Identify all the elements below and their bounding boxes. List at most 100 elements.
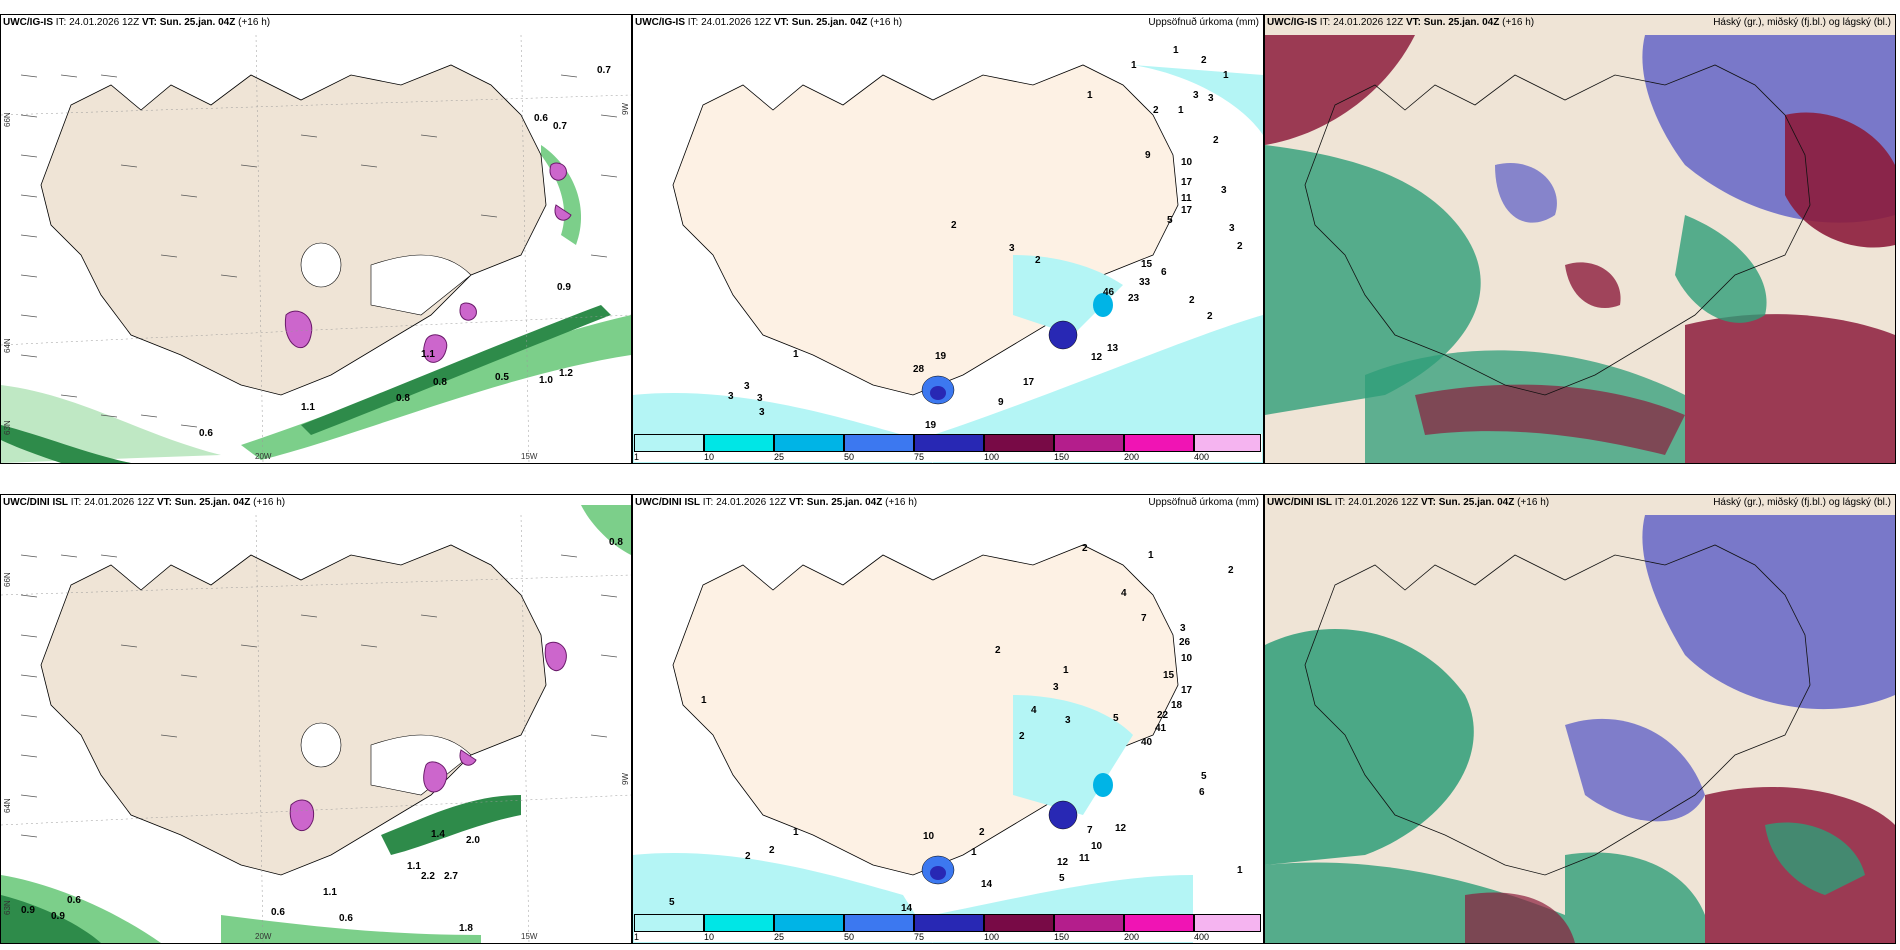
precip-label: 5	[1113, 713, 1119, 724]
precip-label: 1	[701, 695, 707, 706]
precip-label: 3	[1193, 90, 1199, 101]
precip-label: 3	[744, 381, 750, 392]
precip-label: 2	[1153, 105, 1159, 116]
precip-label: 5	[1059, 873, 1065, 884]
precip-label: 2	[1019, 731, 1025, 742]
lead-time: (+16 h)	[253, 497, 286, 508]
precip-label: 12	[1091, 352, 1103, 363]
wind-label: 0.6	[534, 113, 548, 124]
precip-label: 2	[1237, 241, 1243, 252]
colorbar-label: 100	[984, 932, 1000, 942]
precip-label: 13	[1107, 343, 1119, 354]
precip-label: 23	[1128, 293, 1140, 304]
colorbar-swatch	[914, 434, 984, 452]
precip-label: 5	[669, 897, 675, 908]
colorbar-label: 1	[634, 932, 640, 942]
precip-map	[633, 15, 1263, 463]
cloud-title: Háský (gr.), miðský (fj.bl.) og lágský (…	[1713, 497, 1891, 508]
colorbar-swatch	[704, 434, 774, 452]
precip-label: 7	[1087, 825, 1093, 836]
wind-label: 0.9	[51, 911, 65, 922]
precip-label: 10	[1181, 653, 1193, 664]
issue-time: IT: 24.01.2026 12Z	[702, 497, 787, 508]
precip-label: 17	[1023, 377, 1035, 388]
colorbar-swatch	[704, 914, 774, 932]
precip-label: 1	[1178, 105, 1184, 116]
panel-wind-row1: UWC/IG-IS IT: 24.01.2026 12Z VT: Sun. 25…	[0, 14, 632, 464]
precip-label: 3	[759, 407, 765, 418]
precip-label: 2	[979, 827, 985, 838]
lead-time: (+16 h)	[1517, 497, 1550, 508]
precip-label: 26	[1179, 637, 1191, 648]
wind-label: 1.1	[323, 887, 337, 898]
precip-label: 1	[1173, 45, 1179, 56]
precip-label: 14	[901, 903, 913, 914]
wind-label: 0.8	[396, 393, 410, 404]
colorbar-swatch	[634, 914, 704, 932]
precip-label: 33	[1139, 277, 1151, 288]
precip-label: 10	[923, 831, 935, 842]
panel-wind-row2: UWC/DINI ISL IT: 24.01.2026 12Z VT: Sun.…	[0, 494, 632, 944]
precip-label: 4	[1121, 588, 1127, 599]
wind-label: 1.1	[421, 349, 435, 360]
colorbar-label: 10	[704, 932, 715, 942]
precip-colorbar: 1 10 25 50 75 100 150 200 400	[634, 914, 1262, 942]
precip-label: 2	[1201, 55, 1207, 66]
lat-label-66: 66N	[3, 572, 12, 587]
wind-label: 0.5	[495, 372, 509, 383]
precip-label: 1	[1148, 550, 1154, 561]
valid-time: Sun. 25.jan. 04Z	[1423, 17, 1500, 28]
wind-label: 1.2	[559, 368, 573, 379]
precip-label: 17	[1181, 205, 1193, 216]
colorbar-swatch	[984, 434, 1054, 452]
colorbar-label: 1	[634, 452, 640, 462]
lead-time: (+16 h)	[238, 17, 271, 28]
wind-label: 1.1	[301, 402, 315, 413]
colorbar-label: 75	[914, 452, 925, 462]
precip-label: 3	[1065, 715, 1071, 726]
precip-label: 2	[995, 645, 1001, 656]
precip-label: 9	[998, 397, 1004, 408]
valid-time-label: VT:	[773, 17, 789, 28]
wind-label: 1.1	[407, 861, 421, 872]
panel-header: UWC/IG-IS IT: 24.01.2026 12Z VT: Sun. 25…	[635, 17, 1259, 33]
precip-label: 46	[1103, 287, 1115, 298]
colorbar-label: 150	[1054, 932, 1070, 942]
wind-label: 0.7	[597, 65, 611, 76]
precip-label: 14	[981, 879, 993, 890]
wind-label: 2.0	[466, 835, 480, 846]
wind-label: 0.8	[433, 377, 447, 388]
model-name: UWC/DINI ISL	[635, 497, 700, 508]
precip-label: 19	[935, 351, 947, 362]
precip-label: 18	[1171, 700, 1183, 711]
precip-label: 1	[1063, 665, 1069, 676]
lead-time: (+16 h)	[1502, 17, 1535, 28]
colorbar-label: 400	[1194, 452, 1210, 462]
panel-precip-row2: UWC/DINI ISL IT: 24.01.2026 12Z VT: Sun.…	[632, 494, 1264, 944]
colorbar-swatch	[1194, 434, 1261, 452]
precip-label: 1	[1087, 90, 1093, 101]
precip-label: 3	[1180, 623, 1186, 634]
issue-time: IT: 24.01.2026 12Z	[55, 17, 140, 28]
precip-label: 10	[1181, 157, 1193, 168]
lead-time: (+16 h)	[870, 17, 903, 28]
panel-header: UWC/IG-IS IT: 24.01.2026 12Z VT: Sun. 25…	[1267, 17, 1891, 33]
colorbar-label: 100	[984, 452, 1000, 462]
panel-header: UWC/IG-IS IT: 24.01.2026 12Z VT: Sun. 25…	[3, 17, 627, 33]
precip-label: 2	[1189, 295, 1195, 306]
wind-label: 0.6	[199, 428, 213, 439]
colorbar-label: 25	[774, 932, 785, 942]
wind-map	[1, 495, 631, 943]
wind-label: 0.9	[557, 282, 571, 293]
model-name: UWC/IG-IS	[635, 17, 685, 28]
colorbar-label: 10	[704, 452, 715, 462]
wind-label: 2.7	[444, 871, 458, 882]
valid-time: Sun. 25.jan. 04Z	[174, 497, 251, 508]
precip-label: 17	[1181, 685, 1193, 696]
lat-label-63: 63N	[3, 420, 12, 435]
lat-label-64: 64N	[3, 338, 12, 353]
precip-label: 3	[728, 391, 734, 402]
lead-time: (+16 h)	[885, 497, 918, 508]
lon-label-15w: 15W	[521, 452, 538, 461]
precip-label: 1	[971, 847, 977, 858]
